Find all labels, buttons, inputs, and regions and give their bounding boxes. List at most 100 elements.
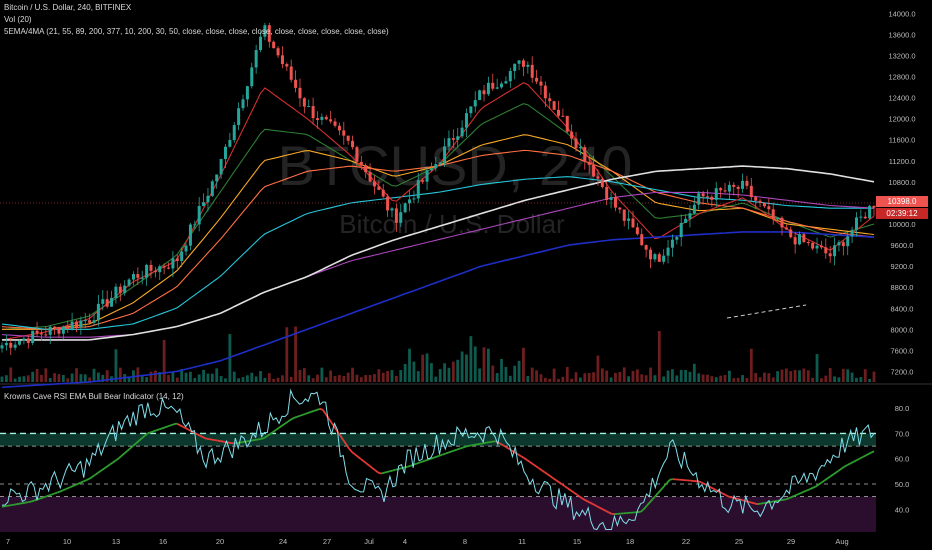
- volume-bar: [175, 377, 179, 382]
- rsi-indicator-label[interactable]: Krowns Cave RSI EMA Bull Bear Indicator …: [4, 392, 184, 401]
- rsi-ema-segment: [132, 442, 137, 447]
- volume-bar: [592, 372, 595, 382]
- rsi-ema-segment: [468, 444, 472, 447]
- rsi-ema-segment: [302, 413, 306, 416]
- rsi-tick-label: 40.0: [895, 505, 910, 514]
- candle-body: [307, 106, 311, 108]
- rsi-ema-segment: [864, 453, 869, 457]
- rsi-ema-segment: [861, 454, 866, 459]
- volume-bar: [88, 377, 92, 382]
- volume-bar: [469, 336, 473, 382]
- candle-body: [872, 205, 876, 208]
- price-axis[interactable]: 14000.0 13600.0 13200.0 12800.0 12400.0 12000…: [888, 9, 915, 376]
- candle-body: [219, 159, 223, 175]
- chart-title-line[interactable]: Bitcoin / U.S. Dollar, 240, BITFINEX: [4, 3, 132, 12]
- ma-line: [2, 165, 875, 341]
- candle-body: [793, 237, 797, 245]
- rsi-tick-label: 60.0: [895, 455, 910, 464]
- rsi-ema-segment: [156, 428, 160, 432]
- rsi-ema-segment: [867, 451, 872, 455]
- candle-body: [526, 64, 530, 67]
- rsi-ema-segment: [576, 493, 580, 498]
- rsi-ema-segment: [13, 503, 17, 506]
- volume-bar: [855, 377, 858, 382]
- candle-body: [245, 86, 249, 100]
- rsi-ema-segment: [561, 483, 566, 488]
- candle-body: [824, 247, 828, 254]
- candle-body: [662, 255, 666, 262]
- volume-bar: [162, 340, 166, 382]
- volume-bar: [548, 378, 552, 382]
- rsi-ema-segment: [211, 438, 216, 442]
- rsi-ema-segment: [771, 500, 775, 503]
- candle-body: [44, 334, 48, 336]
- rsi-ema-segment: [199, 435, 204, 439]
- rsi-ema-segment: [794, 493, 799, 497]
- rsi-ema-segment: [590, 502, 595, 506]
- volume-bar: [644, 375, 648, 382]
- candle-body: [421, 180, 425, 182]
- volume-bar: [478, 368, 482, 382]
- volume-bar: [412, 361, 416, 382]
- candle-body: [298, 87, 302, 99]
- candle-body: [517, 60, 521, 64]
- volume-bar: [232, 371, 236, 382]
- volume-bar: [820, 378, 823, 382]
- time-tick-label: 18: [626, 537, 634, 546]
- volume-bar: [846, 369, 850, 382]
- moving-average-lines: [1, 82, 875, 389]
- volume-bar: [522, 347, 525, 382]
- rsi-ema-segment: [535, 465, 540, 469]
- volume-bar: [579, 377, 582, 382]
- candle-body: [315, 118, 319, 120]
- candle-body: [789, 229, 793, 238]
- rsi-ema-segment: [217, 439, 221, 443]
- candle-body: [644, 245, 648, 250]
- rsi-ema-segment: [94, 471, 99, 476]
- rsi-ema-segment: [605, 510, 610, 514]
- candle-body: [175, 258, 179, 261]
- rsi-ema-segment: [80, 480, 85, 484]
- rsi-ema-segment: [529, 461, 534, 465]
- volume-bar: [13, 378, 17, 382]
- candle-body: [592, 164, 596, 177]
- candle-body: [320, 116, 324, 120]
- rsi-ema-segment: [281, 422, 286, 427]
- rsi-ema-segment: [838, 467, 843, 472]
- drawn-trendline[interactable]: [726, 304, 807, 319]
- volume-bar: [710, 376, 714, 382]
- candle-body: [657, 254, 661, 262]
- candle-body: [123, 285, 127, 293]
- rsi-ema-segment: [471, 443, 475, 447]
- candle-body: [806, 242, 810, 244]
- candle-body: [850, 229, 854, 237]
- volume-bar: [421, 354, 425, 382]
- candle-body: [267, 25, 271, 42]
- rsi-ema-segment: [596, 505, 601, 509]
- volume-bar: [285, 327, 289, 382]
- time-axis[interactable]: 7 10 13 16 20 24 27 Jul 4 8 11 15 18 22 25 29 Aug: [6, 537, 849, 546]
- time-tick-label: 27: [323, 537, 331, 546]
- rsi-axis[interactable]: 80.0 70.0 60.0 50.0 40.0: [895, 404, 910, 514]
- volume-bar: [618, 372, 622, 382]
- candle-body: [504, 81, 508, 84]
- rsi-ema-segment: [173, 422, 178, 426]
- candle-body: [399, 212, 403, 223]
- volume-bar: [197, 374, 201, 382]
- moving-average-indicator-label[interactable]: 5EMA/4MA (21, 55, 89, 200, 377, 10, 200,…: [4, 27, 389, 36]
- rsi-ema-segment: [39, 496, 44, 500]
- rsi-ema-segment: [549, 475, 554, 479]
- rsi-ema-segment: [578, 495, 583, 500]
- candle-body: [841, 242, 845, 247]
- volume-indicator-label[interactable]: Vol (20): [4, 15, 32, 24]
- price-tick-label: 12000.0: [888, 115, 915, 124]
- rsi-ema-segment: [870, 450, 875, 454]
- candle-body: [557, 109, 561, 116]
- volume-bar: [784, 368, 788, 382]
- ma-line: [1, 176, 874, 330]
- rsi-lines: [0, 388, 876, 531]
- rsi-ema-segment: [436, 454, 440, 458]
- rsi-ema-segment: [523, 457, 528, 461]
- rsi-ema-segment: [196, 433, 201, 437]
